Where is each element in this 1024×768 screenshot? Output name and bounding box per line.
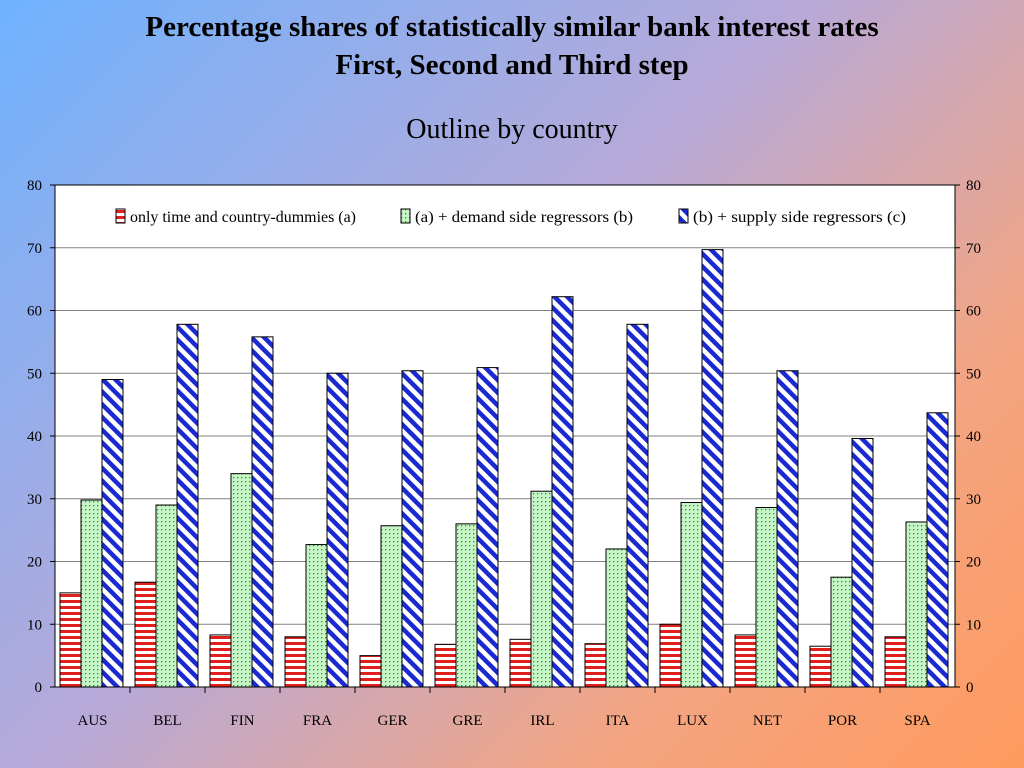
y-tick-label-left: 70: [27, 241, 42, 257]
bar-fra-series-3: [326, 372, 349, 688]
bar-ita-series-1: [584, 643, 607, 688]
bar-gre-series-3: [476, 367, 499, 688]
y-tick-label-left: 60: [27, 304, 42, 320]
bar-ger-series-1: [359, 655, 382, 688]
y-tick-label-right: 20: [966, 555, 981, 571]
bar-aus-series-1: [59, 592, 82, 688]
y-tick-label-left: 30: [27, 492, 42, 508]
bar-fin-series-2: [230, 473, 253, 688]
bar-por-series-3: [851, 438, 874, 688]
bar-ita-series-2: [605, 548, 628, 688]
bar-spa-series-2: [905, 521, 928, 688]
bar-ita-series-3: [626, 323, 649, 688]
legend-swatch-2: [400, 208, 411, 224]
legend-label-2: (a) + demand side regressors (b): [415, 209, 633, 226]
x-tick-label: ITA: [606, 713, 630, 729]
y-tick-label-right: 60: [966, 304, 981, 320]
x-tick-label: BEL: [153, 713, 181, 729]
bar-por-series-1: [809, 645, 832, 688]
bar-bel-series-3: [176, 323, 199, 688]
y-tick-label-left: 50: [27, 366, 42, 382]
x-tick-label: NET: [753, 713, 782, 729]
y-tick-label-left: 0: [35, 680, 43, 696]
bar-gre-series-1: [434, 643, 457, 688]
y-tick-label-left: 20: [27, 555, 42, 571]
x-tick-label: GRE: [453, 713, 483, 729]
bar-spa-series-1: [884, 636, 907, 688]
bar-bel-series-1: [134, 581, 157, 688]
bar-fra-series-2: [305, 544, 328, 688]
bar-irl-series-2: [530, 490, 553, 688]
bar-spa-series-3: [926, 412, 949, 688]
y-tick-label-right: 10: [966, 617, 981, 633]
bar-bel-series-2: [155, 504, 178, 688]
y-tick-label-right: 30: [966, 492, 981, 508]
legend-label-3: (b) + supply side regressors (c): [693, 209, 906, 226]
legend-label-1: only time and country-dummies (a): [130, 209, 356, 226]
bar-ger-series-3: [401, 370, 424, 688]
y-tick-label-left: 80: [27, 178, 42, 194]
legend-swatch-1: [115, 208, 126, 224]
bar-fin-series-3: [251, 336, 274, 688]
chart-title-line2: First, Second and Third step: [335, 49, 689, 81]
x-tick-label: LUX: [677, 713, 708, 729]
bar-lux-series-1: [659, 623, 682, 688]
bar-net-series-1: [734, 634, 757, 688]
bar-lux-series-3: [701, 249, 724, 688]
x-tick-label: AUS: [77, 713, 107, 729]
axes: 0 0 10 10 20 20 30 30 40 40 50 50 60 60 70 70 80 80 AUS BEL…: [27, 178, 981, 729]
bar-aus-series-3: [101, 379, 124, 688]
x-tick-label: FRA: [303, 713, 332, 729]
y-tick-label-right: 40: [966, 429, 981, 445]
bar-fra-series-1: [284, 636, 307, 688]
bar-por-series-2: [830, 576, 853, 688]
y-tick-label-right: 70: [966, 241, 981, 257]
y-tick-label-right: 80: [966, 178, 981, 194]
bars: [59, 249, 949, 688]
y-tick-label-left: 40: [27, 429, 42, 445]
y-tick-label-left: 10: [27, 617, 42, 633]
x-tick-label: IRL: [530, 713, 554, 729]
x-tick-label: POR: [828, 713, 857, 729]
chart-title-line1: Percentage shares of statistically simil…: [145, 11, 879, 43]
y-tick-label-right: 50: [966, 366, 981, 382]
bar-ger-series-2: [380, 525, 403, 688]
bar-gre-series-2: [455, 523, 478, 688]
bar-irl-series-3: [551, 296, 574, 688]
legend: only time and country-dummies (a) (a) + d…: [115, 208, 906, 226]
bar-net-series-2: [755, 507, 778, 688]
x-tick-label: SPA: [904, 713, 930, 729]
x-tick-label: GER: [378, 713, 408, 729]
bar-fin-series-1: [209, 634, 232, 688]
gridlines: [55, 184, 955, 625]
bar-lux-series-2: [680, 502, 703, 688]
bar-net-series-3: [776, 370, 799, 688]
legend-swatch-3: [678, 208, 689, 224]
x-tick-label: FIN: [230, 713, 254, 729]
chart-subtitle: Outline by country: [406, 114, 618, 145]
y-tick-label-right: 0: [966, 680, 974, 696]
bar-aus-series-2: [80, 499, 103, 688]
bar-irl-series-1: [509, 638, 532, 688]
